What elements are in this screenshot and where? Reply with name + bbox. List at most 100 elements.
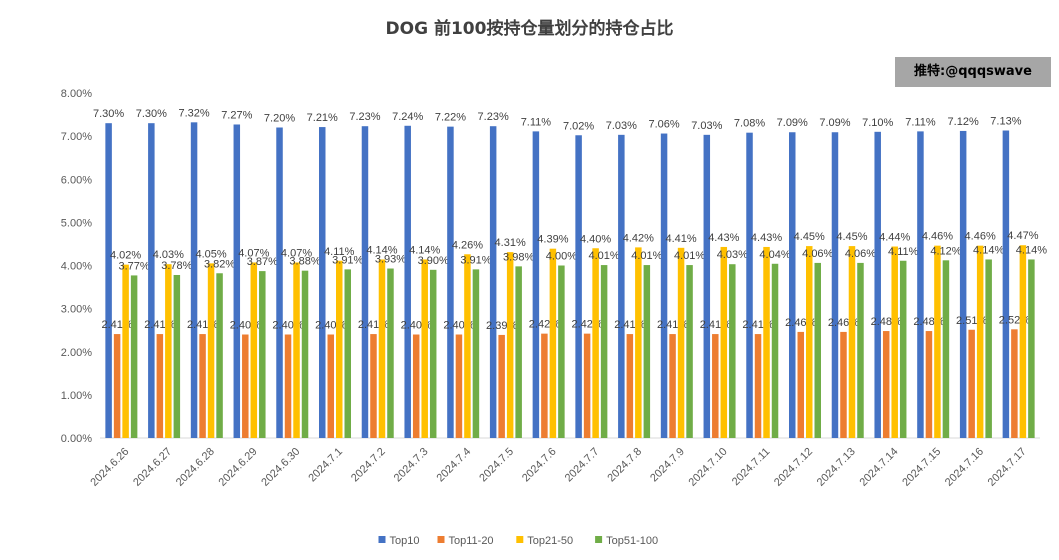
watermark-badge: 推特:@qqqswave	[895, 57, 1051, 87]
bar-top11-20	[455, 334, 463, 438]
bar-top11-20	[712, 334, 719, 438]
bar-top10	[618, 134, 625, 439]
legend-label: Top10	[390, 535, 420, 547]
bar-top10	[148, 123, 155, 438]
data-label: 4.03%	[717, 249, 748, 261]
data-label: 7.11%	[905, 116, 936, 128]
bar-top51-100	[472, 269, 480, 438]
data-label: 4.43%	[708, 232, 739, 244]
chart-title: DOG 前100按持仓量划分的持仓占比	[385, 19, 674, 39]
data-label: 4.44%	[879, 232, 910, 244]
bar-top21-50	[336, 260, 343, 438]
x-tick-label: 2024.7.11	[730, 446, 773, 489]
bar-top11-20	[840, 331, 847, 438]
data-label: 7.09%	[819, 117, 850, 129]
data-label: 4.01%	[674, 250, 705, 262]
x-tick-label: 2024.7.10	[687, 446, 730, 489]
data-label: 4.47%	[1007, 230, 1038, 242]
data-label: 4.07%	[238, 247, 269, 259]
bar-top11-20	[412, 334, 420, 438]
bar-top10	[746, 132, 753, 439]
data-label: 4.07%	[281, 247, 312, 259]
x-tick-label: 2024.7.5	[477, 446, 516, 485]
data-label: 4.14%	[366, 244, 397, 256]
legend-swatch	[378, 536, 386, 543]
y-tick-label: 3.00%	[61, 304, 92, 316]
data-label: 3.88%	[289, 256, 320, 268]
data-label: 7.02%	[563, 120, 594, 132]
data-label: 4.12%	[930, 245, 961, 257]
x-tick-label: 2024.7.17	[986, 446, 1029, 489]
y-tick-label: 4.00%	[61, 261, 92, 273]
x-tick-label: 2024.7.14	[857, 446, 900, 489]
x-tick-label: 2024.6.30	[259, 446, 302, 489]
bar-top21-50	[549, 248, 557, 438]
x-tick-label: 2024.7.4	[435, 446, 474, 485]
data-label: 3.91%	[460, 254, 491, 266]
bar-top51-100	[259, 271, 266, 438]
legend-label: Top11-20	[449, 535, 494, 547]
data-label: 3.98%	[503, 251, 534, 263]
legend-swatch	[516, 536, 524, 543]
bar-top10	[404, 125, 411, 439]
data-label: 4.05%	[195, 248, 226, 260]
bar-top21-50	[720, 246, 728, 438]
bar-top10	[660, 133, 668, 438]
bar-top51-100	[344, 269, 351, 438]
data-label: 3.87%	[247, 256, 278, 268]
bar-top51-100	[771, 263, 779, 438]
bar-top21-50	[763, 246, 770, 438]
y-tick-label: 8.00%	[61, 88, 92, 100]
x-tick-label: 2024.7.13	[815, 446, 858, 489]
bar-top51-100	[558, 265, 565, 438]
data-label: 7.23%	[478, 111, 509, 123]
data-label: 7.09%	[777, 117, 808, 129]
bar-top11-20	[541, 333, 548, 438]
bar-top11-20	[583, 333, 591, 438]
data-label: 7.13%	[990, 116, 1021, 128]
bar-top11-20	[156, 334, 164, 438]
data-label: 4.06%	[845, 248, 876, 260]
legend-label: Top51-100	[606, 535, 658, 547]
bar-top21-50	[421, 259, 428, 438]
data-label: 7.27%	[221, 109, 252, 121]
data-label: 7.12%	[948, 116, 979, 128]
bar-top21-50	[464, 254, 471, 438]
data-label: 3.90%	[418, 255, 449, 267]
y-tick-label: 1.00%	[61, 390, 92, 402]
data-label: 7.03%	[691, 120, 722, 132]
bar-top11-20	[797, 331, 804, 438]
data-label: 7.20%	[264, 113, 295, 125]
data-label: 4.45%	[794, 231, 825, 243]
data-label: 4.14%	[409, 244, 440, 256]
data-label: 4.03%	[153, 249, 184, 261]
bar-top11-20	[754, 334, 762, 438]
x-tick-label: 2024.7.12	[772, 446, 815, 489]
bar-top51-100	[985, 259, 992, 438]
bar-top10	[276, 127, 283, 438]
legend-swatch	[595, 536, 603, 543]
bar-top51-100	[729, 264, 736, 438]
data-label: 4.06%	[802, 248, 833, 260]
bar-top51-100	[173, 274, 181, 438]
bar-top21-50	[207, 263, 215, 438]
bar-top51-100	[216, 273, 223, 438]
bar-top11-20	[1011, 329, 1018, 438]
x-tick-label: 2024.7.2	[349, 446, 388, 485]
bar-top51-100	[814, 262, 821, 438]
data-label: 4.43%	[751, 232, 782, 244]
bar-top51-100	[1028, 259, 1035, 438]
bar-top51-100	[301, 270, 309, 438]
data-label: 7.10%	[862, 117, 893, 129]
data-label: 7.11%	[521, 116, 552, 128]
data-label: 4.11%	[324, 246, 355, 258]
bar-top11-20	[968, 329, 975, 438]
bar-top10	[361, 126, 369, 439]
bar-top10	[959, 130, 967, 438]
bar-top10	[575, 135, 582, 438]
x-tick-label: 2024.7.8	[605, 446, 644, 485]
data-label: 4.01%	[589, 250, 620, 262]
bar-top51-100	[942, 260, 950, 438]
bar-top21-50	[976, 245, 984, 438]
data-label: 7.08%	[734, 118, 765, 130]
